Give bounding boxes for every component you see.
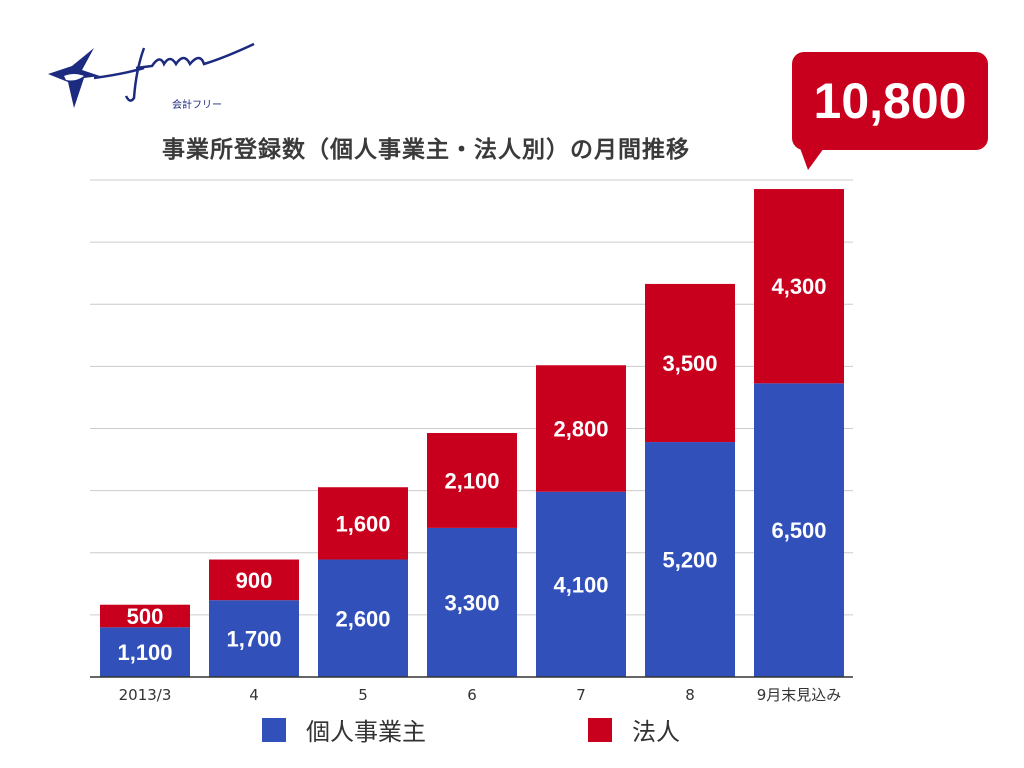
bar-segment: [645, 283, 735, 443]
data-label: 4,300: [771, 274, 826, 299]
data-label: 2,800: [553, 417, 608, 442]
total-callout: 10,800: [792, 52, 988, 150]
chart-title: 事業所登録数（個人事業主・法人別）の月間推移: [162, 137, 690, 163]
data-label: 900: [236, 568, 273, 593]
callout-pointer: [800, 148, 824, 170]
bar-segment: [318, 559, 408, 677]
bar-segment: [536, 365, 626, 492]
legend-swatch-blue: [262, 717, 286, 742]
bar-segment: [645, 442, 735, 677]
bar-segment: [754, 189, 844, 384]
bar-segment: [536, 491, 626, 677]
legend-label: 個人事業主: [306, 718, 426, 746]
legend-corporate: 法人: [588, 712, 680, 747]
data-label: 5,200: [662, 548, 717, 573]
data-label: 500: [127, 604, 164, 629]
legend-individual: 個人事業主: [262, 712, 426, 747]
x-tick-label: 4: [249, 686, 259, 704]
bar-segment: [100, 604, 190, 628]
x-tick-label: 8: [685, 686, 695, 704]
x-tick-label: 5: [358, 686, 368, 704]
bar-segment: [209, 600, 299, 677]
data-label: 1,600: [335, 511, 390, 536]
x-tick-label: 6: [467, 686, 477, 704]
bar-segment: [100, 627, 190, 677]
freee-logo: [44, 40, 264, 114]
data-label: 2,600: [335, 606, 390, 631]
bar-segment: [318, 487, 408, 560]
legend-label: 法人: [632, 718, 680, 746]
data-label: 2,100: [444, 468, 499, 493]
bar-segment: [754, 383, 844, 677]
x-tick-label: 7: [576, 686, 586, 704]
data-label: 1,100: [117, 640, 172, 665]
x-tick-label: 9月末見込み: [757, 686, 842, 704]
x-tick-label: 2013/3: [119, 686, 172, 704]
bar-segment: [427, 433, 517, 528]
logo-subtitle: 会計フリー: [172, 100, 222, 111]
bar-segment: [427, 527, 517, 677]
data-label: 6,500: [771, 518, 826, 543]
data-label: 4,100: [553, 572, 608, 597]
data-label: 3,500: [662, 351, 717, 376]
legend-swatch-red: [588, 717, 612, 742]
bar-segment: [209, 559, 299, 601]
data-label: 3,300: [444, 590, 499, 615]
data-label: 1,700: [226, 627, 281, 652]
